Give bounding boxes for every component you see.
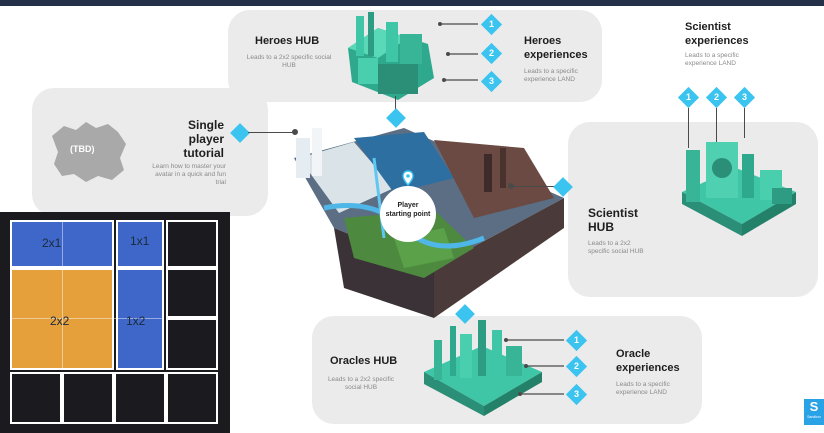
scientist-num-3: 3 xyxy=(733,86,756,109)
land-size-grid: 2x1 1x1 2x2 1x2 xyxy=(0,212,230,433)
scientist-line-2 xyxy=(716,108,718,142)
tbd-map-shape xyxy=(52,122,126,182)
oracle-connector-lines xyxy=(504,338,564,396)
scientist-hub-title: Scientist HUB xyxy=(588,206,639,234)
sandbox-logo: S Sandbox xyxy=(804,399,824,425)
scientist-hub-line xyxy=(512,186,562,188)
grid-cell-empty-f xyxy=(114,372,166,424)
scientist-hub-dot xyxy=(508,183,514,189)
heroes-down-line xyxy=(395,96,397,118)
oracle-num-1: 1 xyxy=(565,329,588,352)
sandbox-logo-glyph: S xyxy=(809,399,819,414)
scientist-line-3 xyxy=(744,108,746,138)
heroes-exp-title: Heroes experiences xyxy=(524,35,588,61)
player-start-label: Player starting point xyxy=(385,202,431,218)
scientist-exp-title: Scientist experiences xyxy=(685,21,749,47)
grid-cell-empty-d xyxy=(10,372,62,424)
heroes-connector-lines xyxy=(438,22,478,82)
grid-label-1x1: 1x1 xyxy=(130,234,150,248)
grid-cell-2x2 xyxy=(10,268,114,370)
grid-cell-empty-b xyxy=(166,268,218,318)
scientist-hub-desc: Leads to a 2x2 specific social HUB xyxy=(588,240,644,255)
grid-cell-empty-e xyxy=(62,372,114,424)
heroes-hub-title: Heroes HUB xyxy=(255,35,320,47)
oracles-hub-desc: Leads to a 2x2 specific social HUB xyxy=(327,376,395,391)
location-pin-icon xyxy=(402,170,414,186)
oracle-num-2: 2 xyxy=(565,355,588,378)
single-player-desc: Learn how to master your avatar in a qui… xyxy=(152,163,226,186)
player-start-circle xyxy=(380,186,436,242)
scientist-exp-desc: Leads to a specific experience LAND xyxy=(685,52,739,67)
oracle-exp-desc: Leads to a specific experience LAND xyxy=(616,381,670,396)
scientist-num-2: 2 xyxy=(705,86,728,109)
grid-divider-v xyxy=(62,220,63,370)
heroes-num-3: 3 xyxy=(480,70,503,93)
heroes-exp-desc: Leads to a specific experience LAND xyxy=(524,68,578,83)
scientist-num-1: 1 xyxy=(677,86,700,109)
grid-label-2x2: 2x2 xyxy=(50,314,70,328)
grid-cell-empty-g xyxy=(166,372,218,424)
sandbox-logo-caption: Sandbox xyxy=(807,415,821,419)
oracles-hub-title: Oracles HUB xyxy=(330,355,398,367)
oracle-num-3: 3 xyxy=(565,383,588,406)
top-bar xyxy=(0,0,824,6)
single-player-line xyxy=(248,132,294,134)
heroes-num-2: 2 xyxy=(480,42,503,65)
oracles-building xyxy=(424,320,542,416)
grid-cell-1x1 xyxy=(116,220,164,268)
grid-cell-2x1 xyxy=(10,220,114,268)
single-player-dot xyxy=(292,129,298,135)
heroes-num-1: 1 xyxy=(480,13,503,36)
scientist-line-1 xyxy=(688,108,690,148)
grid-cell-empty-c xyxy=(166,318,218,370)
oracle-exp-title: Oracle experiences xyxy=(616,348,680,374)
grid-divider-h xyxy=(10,318,164,319)
heroes-building xyxy=(348,12,434,100)
tbd-label: (TBD) xyxy=(70,144,95,154)
grid-cell-empty-a xyxy=(166,220,218,268)
scientist-building xyxy=(682,142,796,236)
grid-label-1x2: 1x2 xyxy=(126,314,146,328)
single-player-title: Single player tutorial xyxy=(183,118,224,160)
grid-cell-1x2 xyxy=(116,268,164,370)
heroes-hub-desc: Leads to a 2x2 specific social HUB xyxy=(246,54,332,69)
grid-label-2x1: 2x1 xyxy=(42,236,62,250)
